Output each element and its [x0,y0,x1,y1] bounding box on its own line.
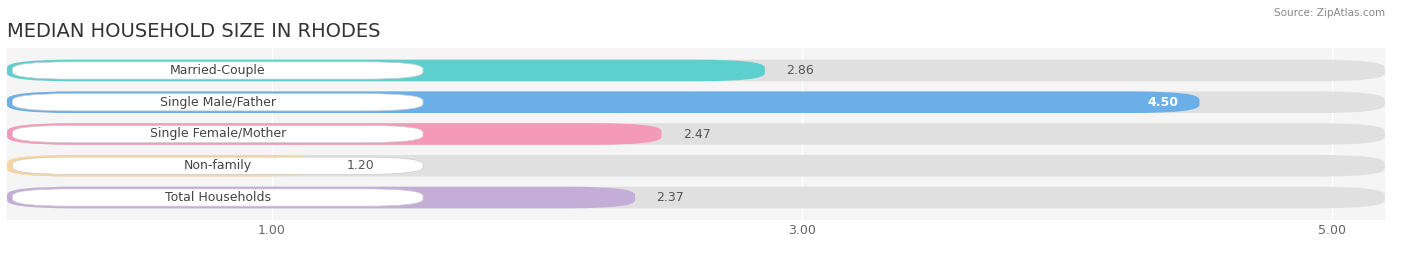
FancyBboxPatch shape [13,62,423,79]
Text: Single Female/Mother: Single Female/Mother [149,128,285,140]
FancyBboxPatch shape [7,91,1385,113]
Text: 1.20: 1.20 [346,159,374,172]
Text: MEDIAN HOUSEHOLD SIZE IN RHODES: MEDIAN HOUSEHOLD SIZE IN RHODES [7,22,381,41]
FancyBboxPatch shape [13,94,423,111]
FancyBboxPatch shape [7,60,1385,81]
FancyBboxPatch shape [7,123,662,145]
Text: 2.37: 2.37 [657,191,683,204]
Text: Source: ZipAtlas.com: Source: ZipAtlas.com [1274,8,1385,18]
FancyBboxPatch shape [7,187,636,208]
FancyBboxPatch shape [7,187,1385,208]
FancyBboxPatch shape [13,125,423,143]
Text: Total Households: Total Households [165,191,271,204]
FancyBboxPatch shape [13,189,423,206]
FancyBboxPatch shape [7,155,325,177]
Text: 2.86: 2.86 [786,64,814,77]
FancyBboxPatch shape [13,157,423,174]
Text: Single Male/Father: Single Male/Father [160,96,276,109]
FancyBboxPatch shape [7,91,1199,113]
FancyBboxPatch shape [7,60,765,81]
Text: Married-Couple: Married-Couple [170,64,266,77]
FancyBboxPatch shape [7,155,1385,177]
Text: 2.47: 2.47 [683,128,710,140]
FancyBboxPatch shape [7,123,1385,145]
Text: Non-family: Non-family [184,159,252,172]
Text: 4.50: 4.50 [1147,96,1178,109]
